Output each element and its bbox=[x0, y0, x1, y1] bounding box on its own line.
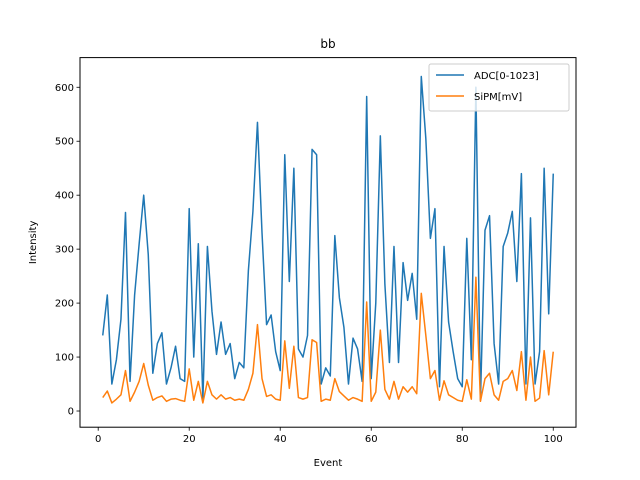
series-line-sipm bbox=[102, 276, 554, 404]
plot-frame bbox=[79, 57, 577, 428]
y-tick-label: 0 bbox=[68, 407, 74, 418]
y-tick-label: 300 bbox=[55, 245, 74, 256]
y-tick-label: 400 bbox=[55, 191, 74, 202]
y-tick-label: 500 bbox=[55, 137, 74, 148]
legend-label-sipm: SiPM[mV] bbox=[474, 92, 522, 103]
y-tick-label: 200 bbox=[55, 299, 74, 310]
legend: ADC[0-1023] SiPM[mV] bbox=[428, 63, 570, 112]
y-axis-ticks: 0 100 200 300 400 500 600 bbox=[55, 83, 80, 418]
plot-lines bbox=[102, 75, 554, 404]
x-axis-ticks: 0 20 40 60 80 100 bbox=[95, 427, 563, 445]
y-axis-label: Intensity bbox=[28, 221, 39, 265]
legend-label-adc: ADC[0-1023] bbox=[474, 71, 539, 82]
x-tick-label: 0 bbox=[95, 434, 101, 445]
x-axis-label: Event bbox=[314, 458, 343, 469]
series-line-adc bbox=[102, 75, 554, 401]
x-tick-label: 100 bbox=[544, 434, 563, 445]
y-tick-label: 100 bbox=[55, 353, 74, 364]
x-tick-label: 60 bbox=[365, 434, 378, 445]
chart-title: bb bbox=[320, 37, 335, 51]
x-tick-label: 80 bbox=[456, 434, 469, 445]
x-tick-label: 20 bbox=[183, 434, 196, 445]
y-tick-label: 600 bbox=[55, 83, 74, 94]
x-tick-label: 40 bbox=[274, 434, 287, 445]
